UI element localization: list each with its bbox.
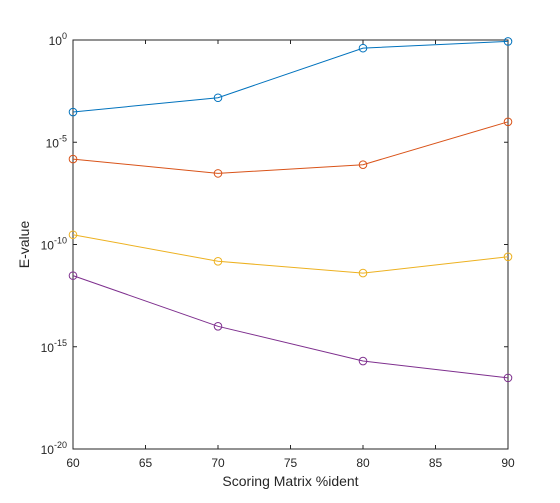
data-point [358, 43, 368, 53]
data-point [503, 252, 513, 262]
x-tick-label: 60 [66, 456, 80, 470]
x-tick-label: 85 [429, 456, 443, 470]
y-tick-base: 10 [46, 136, 60, 150]
y-tick-base: 10 [49, 34, 63, 48]
x-tick-label: 65 [139, 456, 153, 470]
data-point [358, 268, 368, 278]
x-tick-label: 90 [501, 456, 515, 470]
plot-area [72, 39, 509, 450]
data-point [213, 322, 223, 331]
x-axis-label: Scoring Matrix %ident [222, 473, 358, 489]
y-tick-label: 10-10 [41, 236, 67, 253]
series-line-1 [72, 40, 509, 113]
data-point [68, 271, 78, 280]
y-tick-exponent: -20 [54, 440, 67, 450]
x-axis: 60 65 70 75 80 85 90 [66, 40, 515, 470]
data-point [503, 373, 513, 383]
y-axis-label: E-value [16, 221, 32, 269]
y-tick-base: 10 [41, 341, 55, 355]
x-tick-label: 75 [284, 456, 298, 470]
series-layer [68, 37, 513, 383]
data-point [503, 117, 513, 127]
series-line-4 [72, 275, 509, 379]
data-point [213, 169, 223, 178]
x-tick-label: 80 [356, 456, 370, 470]
data-point [213, 257, 223, 266]
y-tick-label: 100 [49, 31, 67, 48]
y-tick-label: 10-15 [41, 338, 67, 355]
y-tick-exponent: 0 [62, 31, 67, 41]
data-point [503, 37, 513, 46]
series-line-3 [72, 234, 509, 274]
data-point [358, 356, 368, 366]
data-point [68, 154, 78, 164]
y-tick-exponent: -5 [59, 133, 67, 143]
series-line-2 [72, 121, 509, 174]
y-tick-label: 10-5 [46, 133, 67, 150]
x-tick-label: 70 [211, 456, 225, 470]
data-point [358, 160, 368, 169]
data-point [68, 230, 78, 240]
y-tick-exponent: -10 [54, 236, 67, 246]
data-point [213, 93, 223, 103]
y-tick-exponent: -15 [54, 338, 67, 348]
y-tick-base: 10 [41, 239, 55, 253]
y-tick-base: 10 [41, 443, 55, 457]
data-point [68, 107, 78, 117]
y-tick-label: 10-20 [41, 440, 67, 457]
